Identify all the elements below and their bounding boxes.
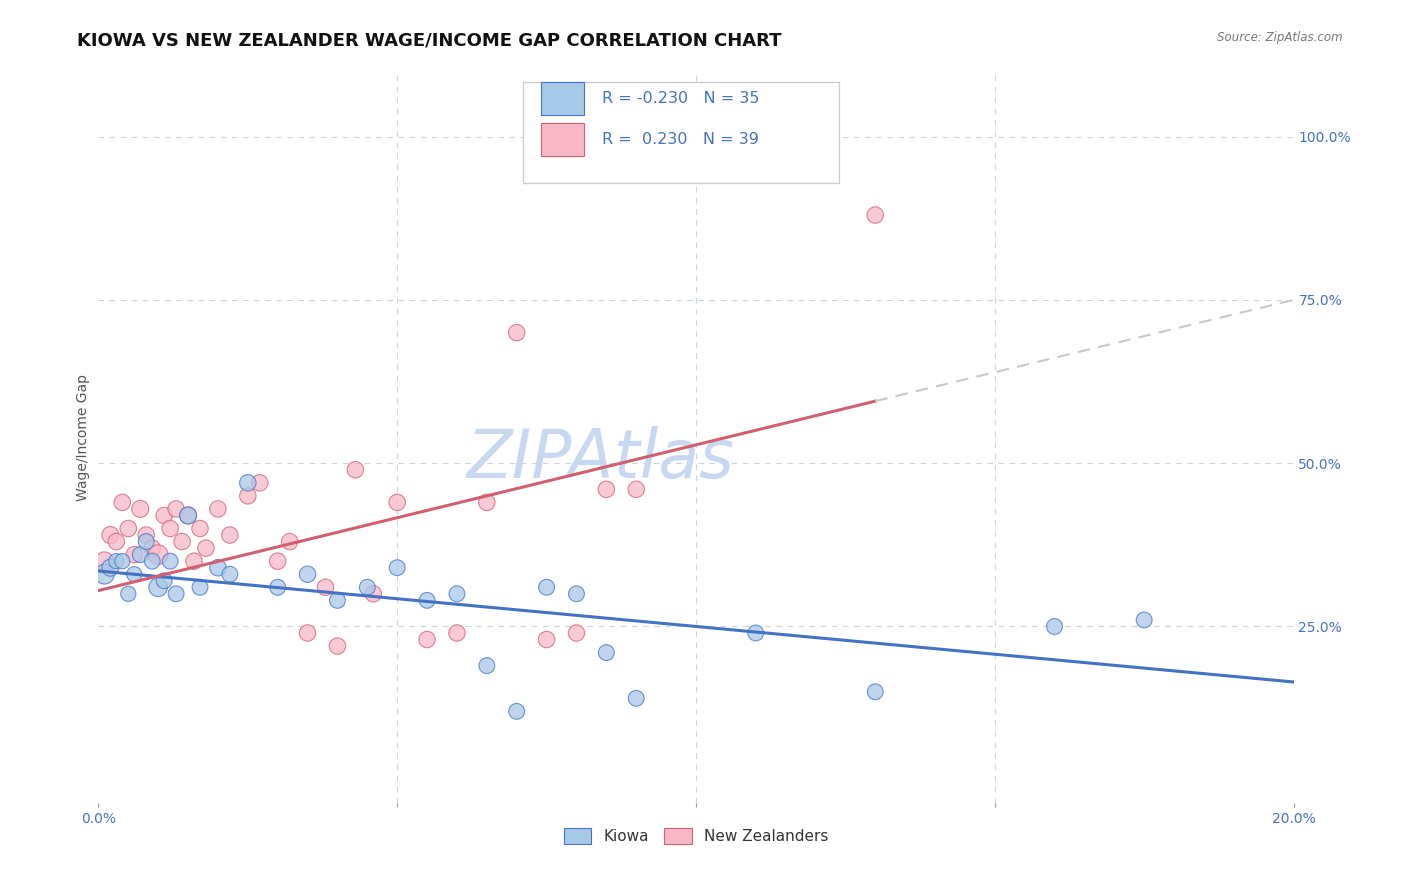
Point — [124, 548, 146, 562]
Point — [506, 326, 529, 340]
Point — [148, 580, 170, 594]
Point — [297, 567, 319, 582]
Point — [385, 495, 409, 509]
Point — [177, 508, 200, 523]
FancyBboxPatch shape — [541, 123, 583, 156]
Point — [153, 574, 176, 588]
Point — [98, 528, 122, 542]
Point — [111, 554, 134, 568]
Point — [865, 208, 887, 222]
Text: R =  0.230   N = 39: R = 0.230 N = 39 — [602, 132, 758, 147]
Point — [148, 548, 170, 562]
Point — [626, 483, 648, 497]
Point — [416, 632, 439, 647]
FancyBboxPatch shape — [523, 82, 839, 183]
Point — [595, 483, 617, 497]
Point — [195, 541, 218, 555]
Point — [326, 593, 349, 607]
Point — [297, 626, 319, 640]
Point — [865, 685, 887, 699]
Text: KIOWA VS NEW ZEALANDER WAGE/INCOME GAP CORRELATION CHART: KIOWA VS NEW ZEALANDER WAGE/INCOME GAP C… — [77, 31, 782, 49]
Point — [135, 528, 157, 542]
Point — [626, 691, 648, 706]
Point — [344, 463, 367, 477]
Point — [153, 508, 176, 523]
Point — [326, 639, 349, 653]
Point — [249, 475, 271, 490]
Point — [278, 534, 301, 549]
Point — [172, 534, 194, 549]
Point — [267, 580, 290, 594]
Point — [356, 580, 378, 594]
Point — [565, 587, 588, 601]
Point — [124, 567, 146, 582]
Legend: Kiowa, New Zealanders: Kiowa, New Zealanders — [558, 822, 834, 850]
Text: R = -0.230   N = 35: R = -0.230 N = 35 — [602, 91, 759, 106]
Point — [236, 475, 259, 490]
Text: ZIPAtlas: ZIPAtlas — [467, 426, 734, 492]
FancyBboxPatch shape — [541, 82, 583, 115]
Point — [475, 495, 498, 509]
Point — [565, 626, 588, 640]
Point — [446, 587, 468, 601]
Point — [207, 560, 229, 574]
Point — [93, 554, 115, 568]
Y-axis label: Wage/Income Gap: Wage/Income Gap — [76, 374, 90, 500]
Point — [93, 567, 115, 582]
Point — [129, 502, 152, 516]
Point — [183, 554, 205, 568]
Point — [111, 495, 134, 509]
Text: Source: ZipAtlas.com: Source: ZipAtlas.com — [1218, 31, 1343, 45]
Point — [117, 521, 139, 535]
Point — [105, 554, 128, 568]
Point — [141, 554, 163, 568]
Point — [117, 587, 139, 601]
Point — [595, 646, 617, 660]
Point — [475, 658, 498, 673]
Point — [267, 554, 290, 568]
Point — [188, 580, 211, 594]
Point — [165, 502, 187, 516]
Point — [536, 580, 558, 594]
Point — [105, 534, 128, 549]
Point — [141, 541, 163, 555]
Point — [159, 521, 181, 535]
Point — [745, 626, 768, 640]
Point — [98, 560, 122, 574]
Point — [207, 502, 229, 516]
Point — [446, 626, 468, 640]
Point — [236, 489, 259, 503]
Point — [165, 587, 187, 601]
Point — [385, 560, 409, 574]
Point — [416, 593, 439, 607]
Point — [219, 528, 242, 542]
Point — [536, 632, 558, 647]
Point — [188, 521, 211, 535]
Point — [129, 548, 152, 562]
Point — [363, 587, 385, 601]
Point — [177, 508, 200, 523]
Point — [506, 705, 529, 719]
Point — [1133, 613, 1156, 627]
Point — [135, 534, 157, 549]
Point — [219, 567, 242, 582]
Point — [159, 554, 181, 568]
Point — [1043, 619, 1066, 633]
Point — [315, 580, 337, 594]
